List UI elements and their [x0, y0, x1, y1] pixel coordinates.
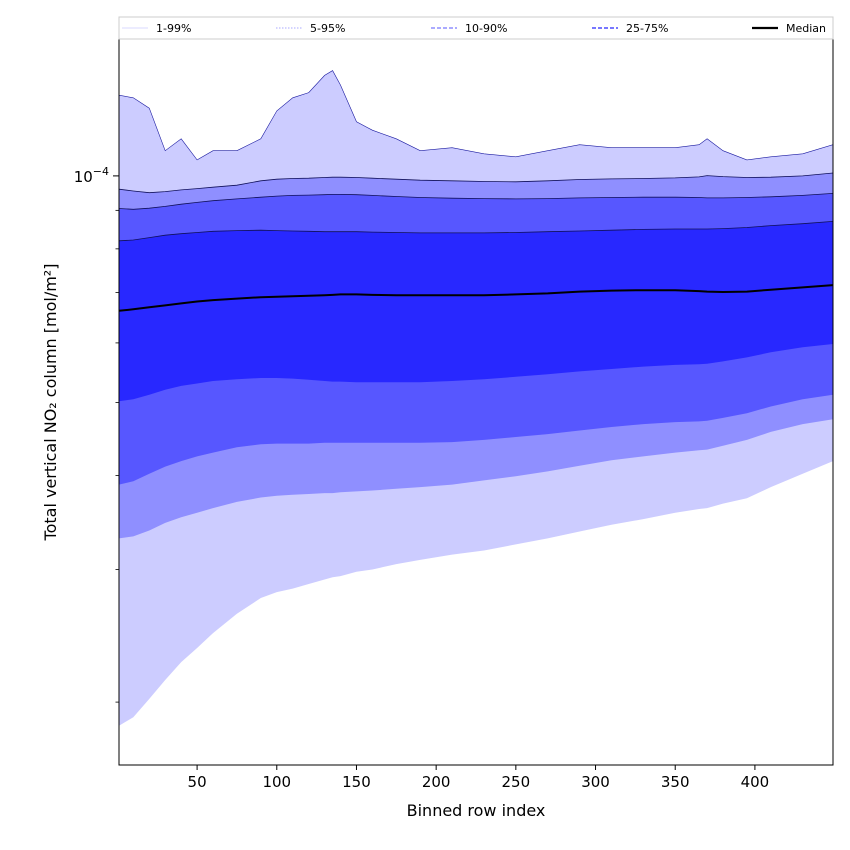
legend-label-Median: Median — [786, 22, 826, 35]
legend-label-25-75: 25-75% — [626, 22, 668, 35]
median-layer — [119, 284, 833, 312]
x-axis-label: Binned row index — [407, 801, 546, 820]
y-axis-label: Total vertical NO₂ column [mol/m²] — [41, 264, 60, 542]
x-tick-label: 50 — [188, 773, 207, 791]
y-major-tick-label: 10−4 — [74, 165, 109, 186]
band-1-99-upper-line — [119, 70, 833, 161]
x-tick-label: 100 — [262, 773, 291, 791]
x-axis: 50 100 150 200 250 300 350 400 — [188, 765, 770, 791]
legend-label-5-95: 5-95% — [310, 22, 345, 35]
band-bound-lines — [119, 70, 833, 242]
band-5-95-upper-line — [119, 172, 833, 194]
x-tick-label: 400 — [741, 773, 770, 791]
x-tick-label: 350 — [661, 773, 690, 791]
x-tick-label: 200 — [422, 773, 451, 791]
legend-label-1-99: 1-99% — [156, 22, 191, 35]
band-25-75-area — [119, 221, 833, 402]
x-tick-label: 150 — [342, 773, 371, 791]
bands-layer — [119, 70, 833, 726]
median-line — [119, 284, 833, 312]
legend-box — [118, 16, 834, 40]
band-10-90-upper-line — [119, 193, 833, 210]
band-25-75-upper-line — [119, 221, 833, 242]
x-tick-label: 300 — [581, 773, 610, 791]
x-tick-label: 250 — [502, 773, 531, 791]
legend-label-10-90: 10-90% — [465, 22, 507, 35]
y-axis: 10−4 — [74, 165, 119, 703]
legend: 1-99% 5-95% 10-90% 25-75% Median — [118, 16, 834, 40]
